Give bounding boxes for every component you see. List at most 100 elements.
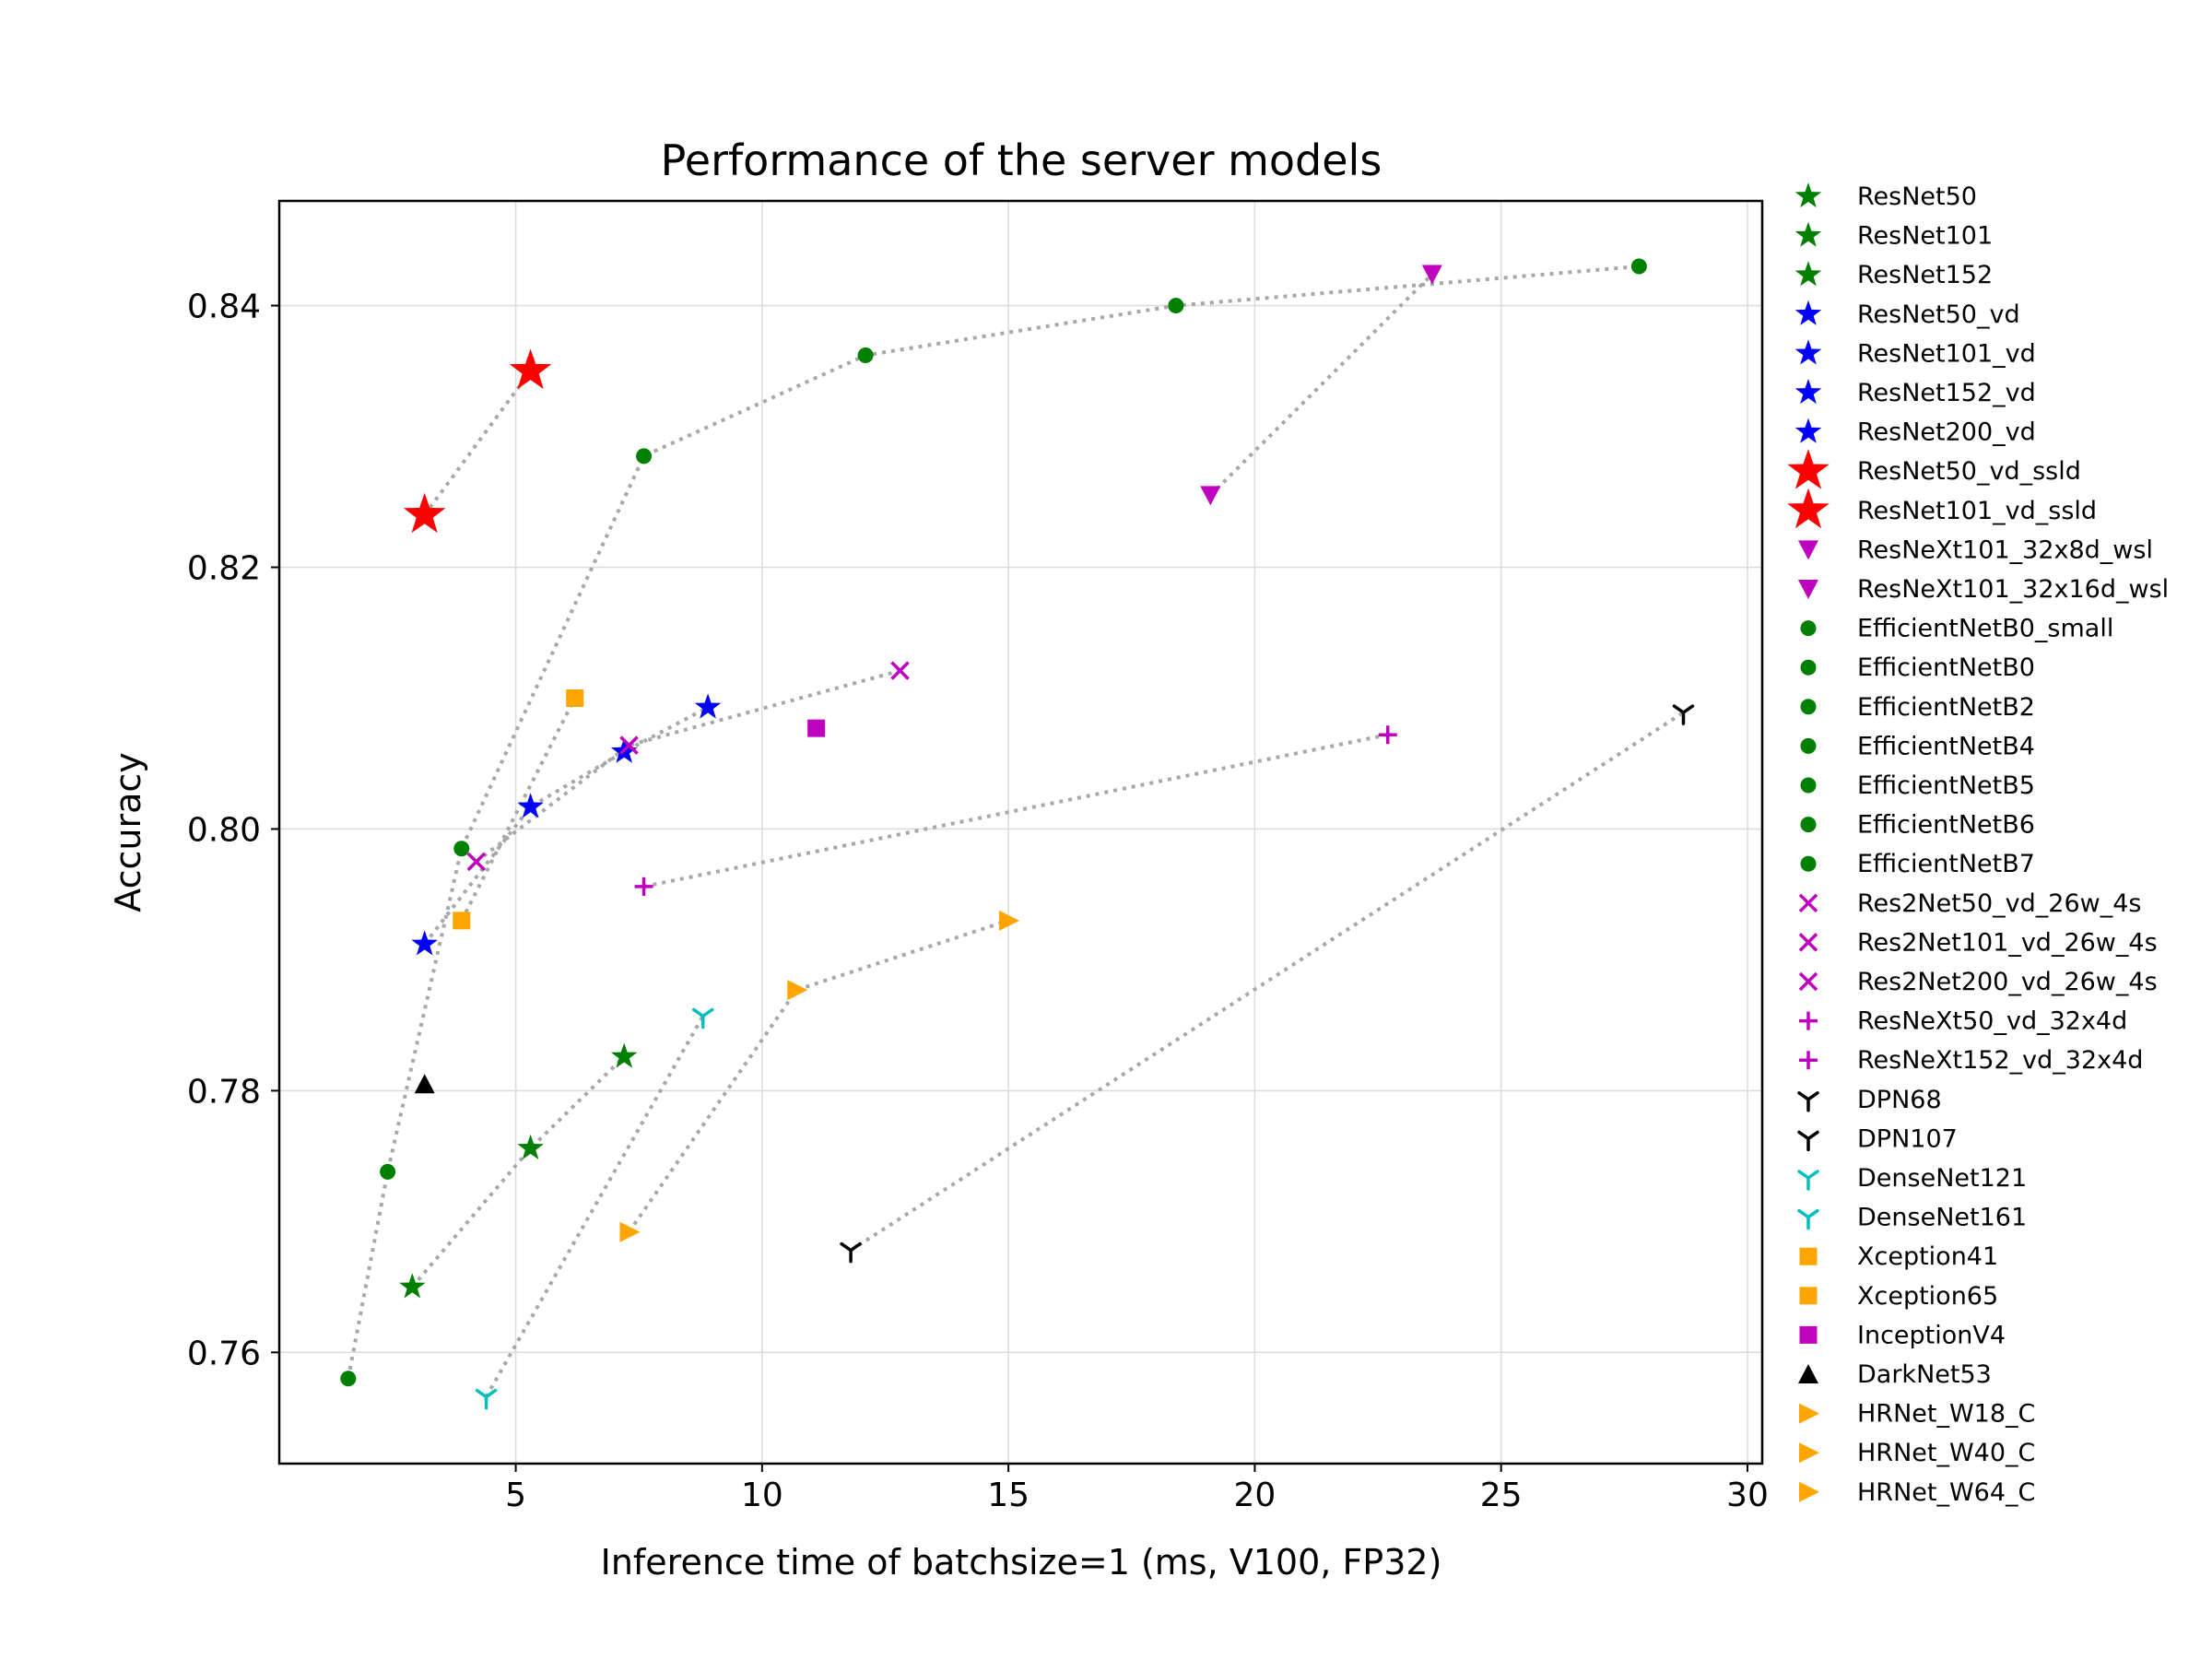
connection-line xyxy=(627,918,1009,1233)
connection-line xyxy=(850,711,1685,1253)
point-dpn107 xyxy=(1672,704,1695,725)
legend-marker xyxy=(1787,488,1830,529)
legend-label: HRNet_W40_C xyxy=(1857,1439,2035,1467)
point-resnext50-vd-32x4d xyxy=(634,877,653,896)
legend-label: Res2Net50_vd_26w_4s xyxy=(1857,889,2141,918)
legend-label: EfficientNetB0_small xyxy=(1857,615,2113,643)
x-tick-label: 20 xyxy=(1234,1477,1277,1514)
legend-marker xyxy=(1799,1051,1818,1070)
point-efficientnetb5 xyxy=(857,347,874,364)
y-tick-label: 0.78 xyxy=(187,1073,261,1111)
legend-marker xyxy=(1799,1403,1819,1424)
legend-label: DenseNet161 xyxy=(1857,1204,2027,1232)
legend-label: DPN68 xyxy=(1857,1086,1942,1114)
legend-marker xyxy=(1800,817,1817,833)
legend-label: InceptionV4 xyxy=(1857,1321,2006,1349)
legend-label: Res2Net101_vd_26w_4s xyxy=(1857,928,2158,957)
chart-title: Performance of the server models xyxy=(661,135,1382,185)
legend-marker xyxy=(1798,893,1818,913)
point-resnext152-vd-32x4d xyxy=(1378,725,1397,745)
legend-label: ResNeXt50_vd_32x4d xyxy=(1857,1007,2127,1036)
point-resnet50-vd xyxy=(411,930,438,956)
point-res2net50-vd-26w-4s xyxy=(466,852,487,872)
legend-marker xyxy=(1794,300,1822,325)
legend-marker xyxy=(1799,1481,1819,1502)
legend-label: DarkNet53 xyxy=(1857,1360,1992,1389)
legend-marker xyxy=(1799,1325,1818,1344)
legend-marker xyxy=(1799,1247,1818,1265)
legend-marker xyxy=(1797,1208,1819,1230)
legend-marker xyxy=(1799,1287,1818,1305)
point-inceptionv4 xyxy=(807,719,826,737)
x-axis-label: Inference time of batchsize=1 (ms, V100,… xyxy=(601,1542,1442,1583)
legend-label: ResNet152 xyxy=(1857,261,1993,289)
point-efficientnetb4 xyxy=(636,448,653,465)
legend-marker xyxy=(1799,1442,1819,1464)
point-efficientnetb0 xyxy=(380,1163,396,1180)
y-axis-ticks: 0.76 0.78 0.80 0.82 0.84 xyxy=(187,288,279,1372)
point-resnet152 xyxy=(610,1042,638,1068)
connection-line xyxy=(484,1015,705,1398)
legend-label: EfficientNetB5 xyxy=(1857,771,2035,800)
connection-line xyxy=(460,697,577,922)
connection-line xyxy=(410,1055,626,1288)
data-points xyxy=(340,258,1695,1410)
legend-marker xyxy=(1794,418,1822,443)
point-resnet101-vd xyxy=(517,793,544,818)
legend-marker xyxy=(1800,620,1817,637)
point-resnext101-32x16d-wsl xyxy=(1421,265,1442,285)
grid-lines xyxy=(279,201,1762,1464)
y-tick-label: 0.80 xyxy=(187,811,261,849)
legend: ResNet50 ResNet101 ResNet152 ResNet50_vd Res… xyxy=(1787,182,2169,1507)
connection-line xyxy=(423,705,710,946)
legend-label: ResNeXt101_32x8d_wsl xyxy=(1857,535,2153,564)
legend-label: HRNet_W64_C xyxy=(1857,1478,2035,1507)
point-efficientnetb0-small xyxy=(340,1371,357,1387)
legend-label: ResNeXt152_vd_32x4d xyxy=(1857,1046,2143,1075)
point-hrnet-w40-c xyxy=(787,980,808,1001)
point-resnet50 xyxy=(399,1273,426,1299)
legend-marker xyxy=(1798,540,1818,560)
connection-line xyxy=(475,668,901,864)
point-res2net101-vd-26w-4s xyxy=(619,735,639,755)
point-xception65 xyxy=(566,688,584,707)
legend-label: Xception41 xyxy=(1857,1242,1998,1271)
x-axis-ticks: 5 10 15 20 25 30 xyxy=(505,1464,1769,1514)
point-resnet101-vd-ssld xyxy=(509,348,552,389)
x-tick-label: 30 xyxy=(1726,1477,1769,1514)
legend-label: DPN107 xyxy=(1857,1124,1958,1153)
y-tick-label: 0.76 xyxy=(187,1335,261,1372)
legend-label: EfficientNetB4 xyxy=(1857,732,2035,760)
legend-label: Res2Net200_vd_26w_4s xyxy=(1857,968,2158,996)
point-resnext101-32x8d-wsl xyxy=(1200,486,1221,506)
legend-label: ResNet101 xyxy=(1857,222,1993,251)
legend-marker xyxy=(1799,1011,1818,1030)
legend-marker xyxy=(1800,737,1817,754)
legend-marker xyxy=(1800,659,1817,676)
x-tick-label: 15 xyxy=(987,1477,1030,1514)
x-tick-label: 10 xyxy=(741,1477,783,1514)
point-darknet53 xyxy=(414,1074,435,1094)
point-hrnet-w64-c xyxy=(999,910,1020,931)
legend-marker xyxy=(1794,182,1822,208)
legend-label: ResNet101_vd xyxy=(1857,339,2036,368)
legend-marker xyxy=(1794,339,1822,365)
legend-marker xyxy=(1794,379,1822,405)
legend-marker xyxy=(1798,580,1818,599)
legend-marker xyxy=(1787,449,1830,489)
legend-label: ResNet50 xyxy=(1857,182,1977,211)
legend-label: ResNet200_vd xyxy=(1857,418,2036,447)
point-resnet101 xyxy=(517,1134,544,1159)
legend-label: EfficientNetB6 xyxy=(1857,811,2035,840)
connection-line xyxy=(1208,273,1434,497)
point-resnet200-vd xyxy=(694,693,722,719)
legend-marker xyxy=(1800,777,1817,794)
legend-label: Xception65 xyxy=(1857,1282,1998,1311)
x-tick-label: 25 xyxy=(1480,1477,1523,1514)
legend-marker xyxy=(1800,699,1817,715)
point-dpn68 xyxy=(840,1241,862,1264)
legend-label: EfficientNetB7 xyxy=(1857,850,2035,878)
legend-label: DenseNet121 xyxy=(1857,1164,2027,1193)
legend-marker xyxy=(1797,1091,1819,1112)
point-xception41 xyxy=(453,912,471,930)
